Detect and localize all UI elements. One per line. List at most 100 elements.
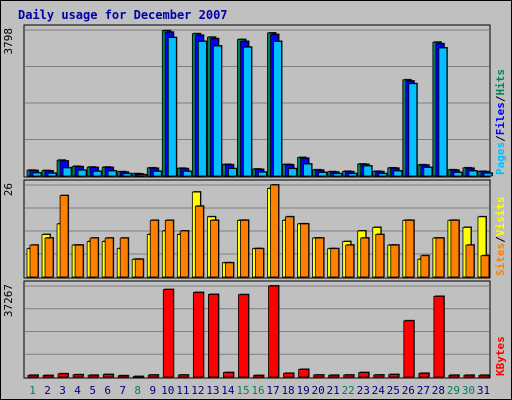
x-tick-label-22: 22 (342, 384, 355, 397)
bar-sites-day-3 (59, 194, 70, 278)
bar-kbytes-day-26 (403, 319, 415, 378)
bar-pages-day-17 (273, 40, 283, 177)
legend-files: Files (494, 102, 507, 135)
bar-pages-day-15 (243, 46, 253, 177)
bar-pages-day-3 (62, 166, 73, 177)
bar-pages-day-9 (152, 170, 163, 177)
x-tick-label-6: 6 (104, 384, 111, 397)
bar-pages-day-22 (348, 172, 358, 177)
x-tick-label-15: 15 (236, 384, 249, 397)
bar-kbytes-day-4 (72, 373, 85, 378)
x-tick-label-3: 3 (59, 384, 66, 397)
bar-sites-day-10 (164, 219, 175, 278)
bar-pages-day-18 (288, 167, 298, 177)
x-tick-label-24: 24 (372, 384, 386, 397)
bar-pages-day-5 (92, 170, 103, 177)
bar-pages-day-21 (333, 172, 343, 177)
bar-kbytes-day-29 (448, 374, 460, 378)
bar-sites-day-14 (225, 261, 235, 278)
panel-kbytes: 37267 KBytes (2, 280, 507, 379)
bar-pages-day-2 (47, 172, 58, 177)
bar-sites-day-1 (29, 244, 39, 278)
bar-pages-day-6 (107, 170, 118, 177)
x-tick-label-1: 1 (29, 384, 36, 397)
bar-kbytes-day-15 (238, 293, 250, 378)
bar-pages-day-12 (197, 40, 208, 177)
bar-kbytes-day-10 (162, 288, 175, 378)
bar-pages-day-7 (122, 172, 133, 177)
bar-sites-day-16 (255, 247, 265, 278)
bar-kbytes-day-2 (42, 374, 55, 378)
bar-pages-day-28 (438, 46, 448, 177)
x-tick-label-19: 19 (296, 384, 309, 397)
bar-kbytes-day-21 (328, 374, 340, 378)
panel-legend: Sites/Visits (494, 197, 507, 277)
panel-background (23, 24, 491, 178)
bar-sites-day-25 (390, 244, 400, 278)
bar-kbytes-day-22 (343, 374, 355, 378)
x-tick-label-11: 11 (176, 384, 189, 397)
legend-separator: / (494, 95, 507, 102)
bar-kbytes-day-24 (373, 374, 385, 378)
legend-sites: Sites (494, 243, 507, 276)
legend-pages: Pages (494, 142, 507, 175)
bar-sites-day-20 (315, 237, 325, 278)
bar-pages-day-1 (32, 171, 42, 177)
bar-pages-day-16 (258, 171, 268, 177)
bar-kbytes-day-31 (478, 374, 490, 378)
bar-pages-day-20 (318, 171, 328, 177)
bar-kbytes-day-11 (177, 374, 190, 378)
bar-sites-day-27 (420, 254, 430, 278)
x-tick-label-28: 28 (432, 384, 445, 397)
x-tick-label-4: 4 (74, 384, 81, 397)
bar-pages-day-30 (468, 170, 478, 177)
bar-sites-day-4 (74, 244, 85, 278)
chart-title: Daily usage for December 2007 (18, 8, 228, 22)
x-tick-label-14: 14 (221, 384, 235, 397)
panel-legend: Pages/Files/Hits (494, 69, 507, 175)
bar-sites-day-12 (194, 205, 205, 278)
x-tick-label-27: 27 (417, 384, 430, 397)
x-tick-label-9: 9 (149, 384, 156, 397)
x-tick-label-2: 2 (44, 384, 51, 397)
x-tick-label-29: 29 (447, 384, 460, 397)
bar-kbytes-day-8 (132, 375, 145, 378)
bar-sites-day-28 (435, 237, 445, 278)
legend-separator: / (494, 236, 507, 243)
x-tick-label-23: 23 (357, 384, 370, 397)
legend-kbytes: KBytes (494, 336, 507, 376)
bar-sites-day-13 (209, 219, 220, 278)
panel-legend: KBytes (494, 336, 507, 376)
panel-visits-sites: 26 Sites/Visits (2, 179, 507, 279)
bar-kbytes-day-7 (117, 374, 130, 378)
bar-sites-day-11 (179, 230, 190, 278)
bar-kbytes-day-16 (253, 374, 265, 378)
bar-pages-day-10 (167, 36, 178, 177)
bar-pages-day-27 (423, 166, 433, 177)
x-tick-label-25: 25 (387, 384, 400, 397)
x-tick-label-16: 16 (251, 384, 264, 397)
bar-sites-day-5 (89, 237, 100, 278)
bar-kbytes-day-20 (313, 374, 325, 378)
bar-pages-day-14 (228, 167, 238, 177)
bar-sites-day-31 (480, 254, 490, 278)
bar-kbytes-day-13 (207, 293, 220, 378)
bar-kbytes-day-6 (102, 373, 115, 378)
bar-pages-day-25 (393, 170, 403, 177)
bar-kbytes-day-9 (147, 374, 160, 378)
x-tick-label-20: 20 (312, 384, 325, 397)
bar-pages-day-19 (303, 163, 313, 177)
bar-sites-day-17 (270, 184, 280, 278)
x-tick-label-5: 5 (89, 384, 96, 397)
bar-sites-day-6 (104, 237, 115, 278)
bar-kbytes-day-23 (358, 371, 370, 378)
bar-kbytes-day-30 (463, 374, 475, 378)
x-tick-label-8: 8 (134, 384, 141, 397)
bar-pages-day-4 (77, 169, 88, 177)
bar-kbytes-day-27 (418, 372, 430, 378)
x-tick-label-30: 30 (462, 384, 475, 397)
bar-kbytes-day-1 (27, 374, 39, 378)
legend-hits: Hits (494, 69, 507, 96)
bar-kbytes-day-14 (223, 371, 235, 378)
x-tick-label-18: 18 (281, 384, 294, 397)
